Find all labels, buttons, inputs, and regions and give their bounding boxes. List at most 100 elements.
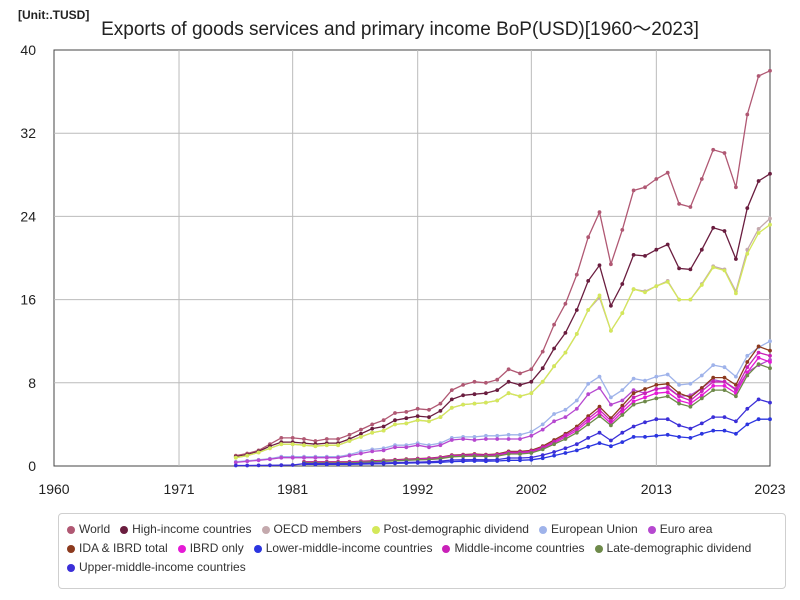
data-point	[586, 416, 591, 421]
data-point	[484, 433, 488, 438]
data-point	[359, 451, 363, 456]
data-point	[745, 365, 750, 370]
data-point	[688, 297, 693, 302]
data-point	[677, 423, 681, 428]
data-point	[563, 331, 568, 335]
data-point	[381, 428, 386, 433]
data-point	[597, 414, 602, 418]
data-point	[381, 461, 386, 465]
data-point	[233, 455, 238, 460]
data-point	[529, 379, 534, 384]
data-point	[290, 436, 295, 440]
data-point	[506, 379, 511, 384]
data-point	[472, 435, 477, 439]
data-point	[347, 439, 352, 443]
data-point	[677, 202, 681, 206]
data-point	[688, 381, 693, 386]
data-point	[665, 372, 670, 377]
data-point	[563, 433, 568, 438]
legend-swatch	[647, 525, 656, 534]
data-point	[756, 231, 761, 235]
data-point	[484, 380, 488, 385]
data-point	[654, 247, 659, 252]
data-point	[768, 339, 772, 344]
data-point	[529, 391, 534, 396]
y-tick-label: 40	[20, 42, 36, 58]
legend-label: Middle-income countries	[454, 541, 585, 555]
data-point	[347, 453, 352, 458]
data-point	[370, 430, 375, 435]
data-point	[586, 381, 591, 386]
legend-swatch	[67, 525, 75, 534]
data-point	[711, 384, 716, 388]
data-point	[449, 454, 454, 459]
data-point	[734, 394, 738, 399]
data-point	[586, 422, 591, 427]
data-point	[631, 435, 636, 439]
data-point	[393, 460, 397, 465]
legend-swatch	[442, 544, 451, 553]
legend-item: IBRD only	[177, 539, 244, 558]
data-point	[438, 401, 443, 406]
data-point	[574, 272, 579, 277]
data-point	[768, 366, 772, 371]
data-point	[347, 461, 352, 466]
data-point	[552, 322, 556, 327]
data-point	[609, 328, 613, 333]
data-point	[484, 391, 488, 396]
data-point	[745, 406, 750, 411]
data-point	[518, 456, 522, 460]
data-point	[540, 447, 545, 452]
y-tick-label: 24	[20, 208, 36, 224]
data-point	[677, 391, 681, 396]
legend-label: Euro area	[659, 522, 713, 536]
data-point	[506, 367, 511, 372]
data-point	[347, 432, 352, 437]
series-line	[304, 345, 771, 463]
data-point	[665, 394, 670, 399]
x-tick-label: 1971	[163, 481, 194, 497]
data-point	[745, 360, 750, 364]
data-point	[461, 393, 465, 398]
data-point	[699, 396, 704, 401]
data-point	[438, 459, 443, 464]
data-point	[688, 401, 693, 406]
legend-item: Euro area	[647, 520, 713, 539]
data-point	[597, 210, 602, 215]
data-point	[302, 461, 306, 466]
data-point	[484, 454, 488, 459]
data-point	[359, 431, 363, 436]
data-point	[324, 455, 329, 460]
data-point	[609, 423, 613, 428]
data-point	[574, 332, 579, 336]
data-point	[427, 459, 431, 464]
data-point	[415, 418, 420, 423]
data-point	[279, 455, 284, 460]
data-point	[745, 112, 750, 117]
data-point	[415, 443, 420, 448]
data-point	[302, 455, 306, 460]
data-point	[540, 422, 545, 427]
data-point	[677, 398, 681, 403]
data-point	[677, 297, 681, 302]
data-point	[620, 403, 625, 408]
data-point	[427, 407, 431, 412]
data-point	[268, 457, 272, 462]
data-point	[688, 395, 693, 400]
data-point	[631, 391, 636, 396]
data-point	[404, 460, 409, 465]
data-point	[495, 457, 500, 462]
data-point	[540, 366, 545, 371]
data-point	[620, 398, 625, 403]
data-point	[711, 379, 716, 384]
y-tick-label: 8	[28, 375, 36, 391]
legend-swatch	[177, 544, 186, 553]
data-point	[643, 378, 647, 383]
data-point	[472, 457, 477, 462]
data-point	[665, 432, 670, 437]
data-point	[688, 205, 693, 209]
legend-label: Lower-middle-income countries	[265, 541, 433, 555]
data-point	[620, 282, 625, 286]
data-point	[540, 427, 545, 432]
data-point	[563, 451, 568, 455]
